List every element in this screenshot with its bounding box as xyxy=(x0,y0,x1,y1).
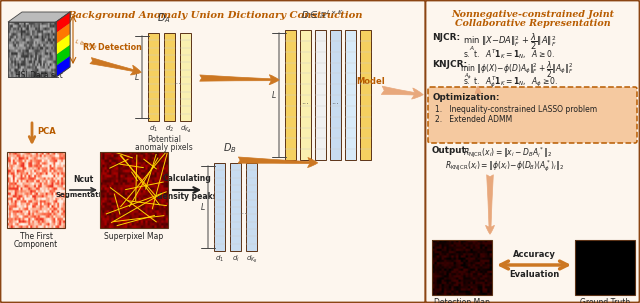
Text: PCA: PCA xyxy=(37,127,56,136)
Text: $d_1$: $d_1$ xyxy=(149,124,158,134)
Text: HSI Data set: HSI Data set xyxy=(15,71,63,80)
Text: 2.   Extended ADMM: 2. Extended ADMM xyxy=(435,115,512,124)
Polygon shape xyxy=(56,45,70,66)
Text: The First: The First xyxy=(19,232,52,241)
Text: NJCR:: NJCR: xyxy=(432,33,460,42)
Polygon shape xyxy=(56,12,70,33)
Text: $D \in \mathbb{R}^{L \times K}$: $D \in \mathbb{R}^{L \times K}$ xyxy=(301,8,344,21)
Polygon shape xyxy=(56,34,70,55)
Text: $\min_{A_\phi}\ \|\phi(X){-}\phi(D)A_\phi\|_F^2 + \dfrac{\lambda}{2}\|A_\phi\|_F: $\min_{A_\phi}\ \|\phi(X){-}\phi(D)A_\ph… xyxy=(460,59,573,82)
Bar xyxy=(300,30,311,160)
Text: L bands: L bands xyxy=(75,39,97,50)
Text: $R_{\rm NJCR}(x_i) = \|x_i - D_B A_i^*\|_2$: $R_{\rm NJCR}(x_i) = \|x_i - D_B A_i^*\|… xyxy=(463,145,552,159)
Text: Ground Truth: Ground Truth xyxy=(580,298,630,303)
Text: $D_A$: $D_A$ xyxy=(157,11,171,25)
Text: $\mathrm{s.\ t.}\ \ A^T\mathbf{1}_K = \mathbf{1}_N,\ \ A \geq 0.$: $\mathrm{s.\ t.}\ \ A^T\mathbf{1}_K = \m… xyxy=(463,47,555,61)
Text: L: L xyxy=(272,91,276,99)
Bar xyxy=(148,33,159,121)
Text: Evaluation: Evaluation xyxy=(509,270,559,279)
Polygon shape xyxy=(56,56,70,77)
Text: Model: Model xyxy=(356,78,385,86)
Text: $d_{K_B}$: $d_{K_B}$ xyxy=(246,254,257,265)
Bar xyxy=(432,240,492,295)
Text: $d_{K_A}$: $d_{K_A}$ xyxy=(180,124,191,135)
Bar xyxy=(7,152,65,228)
Text: ...: ... xyxy=(301,97,309,106)
FancyBboxPatch shape xyxy=(428,87,637,143)
Text: anomaly pixels: anomaly pixels xyxy=(135,143,193,152)
Text: L: L xyxy=(135,72,139,82)
Text: ...: ... xyxy=(239,207,248,216)
Bar xyxy=(575,240,635,295)
Text: $\mathrm{s.\ t.}\ \ A_\phi^T\mathbf{1}_K = \mathbf{1}_N,\ \ A_\phi \geq 0.$: $\mathrm{s.\ t.}\ \ A_\phi^T\mathbf{1}_K… xyxy=(463,75,559,91)
Bar xyxy=(214,163,225,251)
Polygon shape xyxy=(56,23,70,44)
Text: $D_B$: $D_B$ xyxy=(223,141,237,155)
Text: Calculating: Calculating xyxy=(163,174,211,183)
Bar xyxy=(164,33,175,121)
Text: Background Anomaly Union Dictionary Construction: Background Anomaly Union Dictionary Cons… xyxy=(67,11,363,20)
Bar xyxy=(230,163,241,251)
FancyBboxPatch shape xyxy=(1,1,426,302)
Bar xyxy=(246,163,257,251)
Bar xyxy=(345,30,356,160)
Text: Accuracy: Accuracy xyxy=(513,250,556,259)
Text: Collaborative Representation: Collaborative Representation xyxy=(455,19,611,28)
Text: $d_i$: $d_i$ xyxy=(232,254,239,264)
Text: $d_1$: $d_1$ xyxy=(215,254,224,264)
Text: Ncut: Ncut xyxy=(73,175,93,184)
Text: KNJCR:: KNJCR: xyxy=(432,60,467,69)
Bar xyxy=(100,152,168,228)
Text: Optimization:: Optimization: xyxy=(433,93,500,102)
Text: Nonnegative-constrained Joint: Nonnegative-constrained Joint xyxy=(451,10,614,19)
Text: Superpixel Map: Superpixel Map xyxy=(104,232,164,241)
Text: 1.   Inequality-constrained LASSO problem: 1. Inequality-constrained LASSO problem xyxy=(435,105,597,114)
Polygon shape xyxy=(8,12,70,22)
FancyBboxPatch shape xyxy=(426,1,639,302)
Text: density peaks: density peaks xyxy=(157,192,217,201)
Text: RX Detection: RX Detection xyxy=(83,44,141,52)
Bar xyxy=(360,30,371,160)
Bar xyxy=(180,33,191,121)
Bar xyxy=(285,30,296,160)
Text: ...: ... xyxy=(332,97,339,106)
Polygon shape xyxy=(56,12,70,77)
Text: L: L xyxy=(201,202,205,211)
Bar xyxy=(330,30,341,160)
Bar xyxy=(315,30,326,160)
Text: $R_{\rm KNJCR}(x_i) = \|\phi(x_i){-}\phi(D_B)(A_\phi^*)_i\|_2$: $R_{\rm KNJCR}(x_i) = \|\phi(x_i){-}\phi… xyxy=(445,158,564,174)
Text: ...: ... xyxy=(173,77,181,86)
Polygon shape xyxy=(8,22,56,77)
Text: Detection Map: Detection Map xyxy=(434,298,490,303)
Text: Component: Component xyxy=(14,240,58,249)
Text: Potential: Potential xyxy=(147,135,181,144)
Text: Output:: Output: xyxy=(432,146,470,155)
Text: $d_2$: $d_2$ xyxy=(165,124,174,134)
Text: Segmentation: Segmentation xyxy=(55,192,111,198)
Text: $\min_A\ \|X - DA\|_F^2 + \dfrac{\lambda}{2}\|A\|_F^2$: $\min_A\ \|X - DA\|_F^2 + \dfrac{\lambda… xyxy=(463,32,557,53)
